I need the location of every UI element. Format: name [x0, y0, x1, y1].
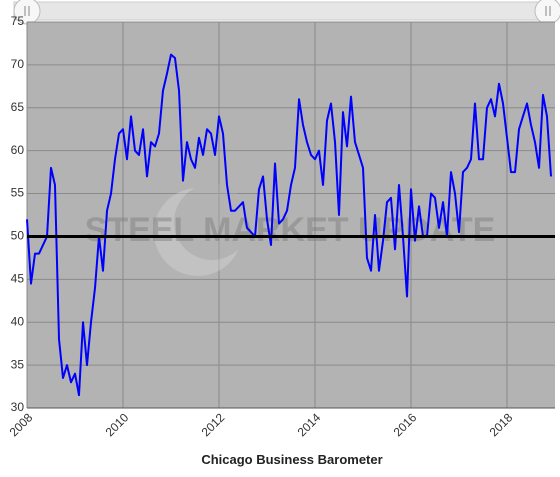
x-tick-label: 2016 [391, 410, 420, 439]
watermark-swoosh [154, 188, 242, 276]
x-tick-label: 2010 [103, 410, 132, 439]
data-line [26, 53, 553, 397]
plot-background [27, 22, 555, 408]
x-tick-label: 2008 [7, 410, 36, 439]
watermark-logo [154, 184, 250, 276]
y-tick-label: 75 [11, 14, 25, 28]
y-tick-label: 70 [11, 57, 25, 71]
y-tick-label: 40 [11, 314, 25, 328]
y-tick-label: 45 [11, 272, 25, 286]
range-slider-bar[interactable] [13, 1, 547, 21]
y-tick-label: 30 [11, 400, 25, 414]
x-tick-label: 2014 [295, 410, 324, 439]
range-slider-handle-right[interactable] [534, 0, 560, 25]
x-tick-label: 2012 [199, 410, 228, 439]
y-tick-label: 60 [11, 143, 25, 157]
y-tick-label: 55 [11, 186, 25, 200]
y-tick-label: 50 [11, 229, 25, 243]
watermark-swoosh-cut [174, 184, 250, 260]
x-tick-label: 2018 [487, 410, 516, 439]
y-tick-label: 35 [11, 357, 25, 371]
chart-title: Chicago Business Barometer [201, 452, 382, 467]
y-tick-label: 65 [11, 100, 25, 114]
watermark: STEEL MARKET UPDATE [85, 211, 496, 249]
